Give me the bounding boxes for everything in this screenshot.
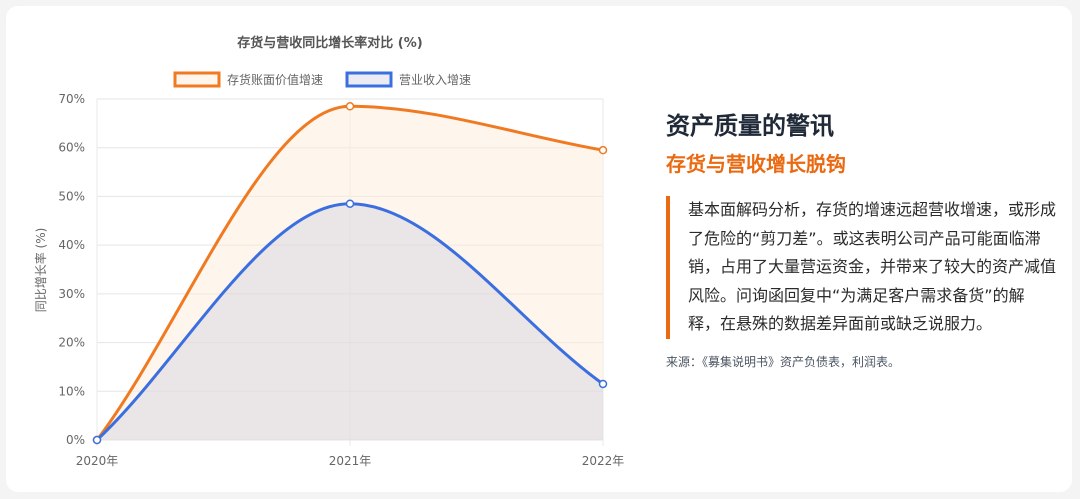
panel-subtitle: 存货与营收增长脱钩 — [666, 152, 846, 176]
series-area-0 — [97, 106, 603, 441]
y-tick-label: 20% — [58, 336, 85, 350]
chart-legend: 存货账面价值增速 营业收入增速 — [173, 71, 471, 88]
y-axis-ticks: 0% 10% 20% 30% 40% 50% 60% 70% — [58, 92, 85, 447]
chart: 存货与营收同比增长率对比 (%) 存货账面价值增速 营业收入增速 0% 10% 20%… — [33, 35, 625, 468]
legend-label: 存货账面价值增速 — [227, 72, 323, 87]
y-tick-label: 70% — [58, 92, 85, 106]
series-line-0 — [95, 104, 605, 442]
x-tick-label: 2020年 — [76, 454, 119, 468]
y-tick-label: 0% — [66, 433, 85, 447]
legend-label: 营业收入增速 — [399, 73, 471, 87]
y-tick-label: 50% — [58, 189, 85, 203]
y-tick-label: 60% — [58, 141, 85, 155]
y-tick-label: 30% — [58, 287, 85, 301]
data-point — [345, 102, 355, 111]
y-tick-label: 40% — [58, 238, 85, 252]
chart-title: 存货与营收同比增长率对比 (%) — [237, 35, 422, 51]
data-point — [598, 379, 608, 389]
y-tick-label: 10% — [58, 384, 85, 398]
panel-source: 来源：《募集说明书》资产负债表，利润表。 — [666, 354, 901, 369]
y-axis-label: 同比增长率 (%) — [33, 228, 48, 313]
x-tick-label: 2021年 — [329, 454, 372, 468]
panel-body: 基本面解码分析，存货的增速远超营收增速，或形成了危险的“剪刀差”。或这表明公司产… — [666, 196, 1056, 339]
chart-areas — [97, 106, 603, 441]
x-axis-ticks: 2020年 2021年 2022年 — [76, 454, 625, 468]
x-tick-label: 2022年 — [582, 454, 625, 468]
data-point — [345, 199, 355, 208]
data-point — [598, 145, 608, 155]
chart-points — [92, 102, 608, 445]
panel-title: 资产质量的警讯 — [666, 112, 834, 140]
series-area-1 — [97, 203, 603, 440]
legend-swatch — [173, 71, 221, 88]
legend-swatch — [345, 71, 393, 88]
data-point — [92, 435, 102, 445]
insight-panel: 资产质量的警讯 存货与营收增长脱钩 基本面解码分析，存货的增速远超营收增速，或形… — [666, 110, 1066, 370]
